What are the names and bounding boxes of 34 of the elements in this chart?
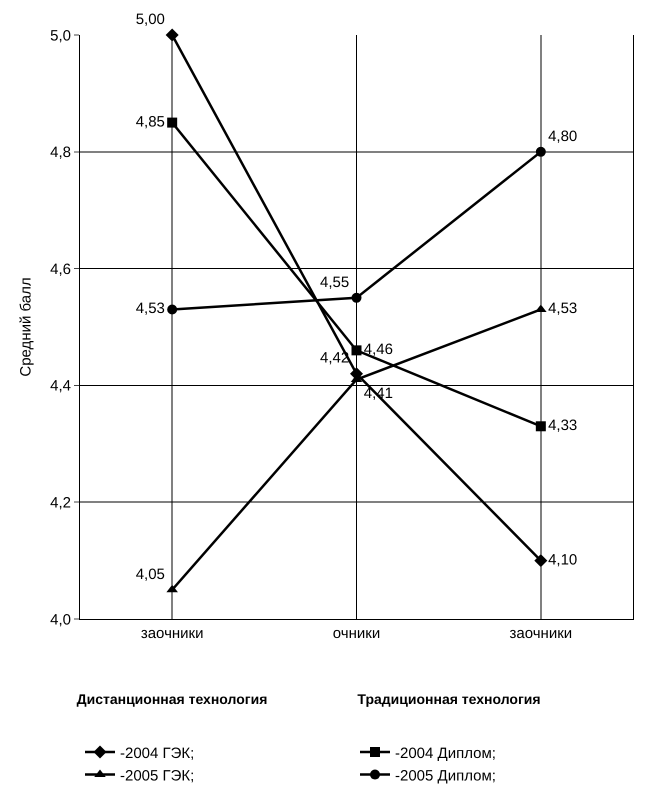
point bbox=[167, 118, 178, 128]
point bbox=[167, 304, 178, 314]
y-tick-label: 4,4 bbox=[50, 378, 71, 395]
y-tick-label: 4,0 bbox=[50, 611, 71, 628]
point bbox=[166, 28, 179, 42]
point bbox=[352, 345, 362, 356]
point bbox=[536, 421, 546, 432]
text: Традиционная технология bbox=[357, 691, 541, 707]
text: Дистанционная технология bbox=[76, 691, 268, 707]
data-label: 4,10 bbox=[548, 551, 578, 568]
y-tick-label: 4,6 bbox=[50, 260, 71, 278]
point bbox=[536, 146, 546, 157]
data-label: 4,33 bbox=[548, 417, 578, 434]
data-label: 4,80 bbox=[548, 128, 578, 145]
data-label: 4,05 bbox=[136, 566, 165, 583]
legend-label: -2004 Диплом; bbox=[395, 744, 496, 762]
legend-label: -2005 Диплом; bbox=[395, 767, 496, 784]
data-label: 4,85 bbox=[136, 113, 165, 130]
legend-label: -2005 ГЭК; bbox=[120, 767, 194, 784]
y-axis-title: Средний балл bbox=[17, 277, 34, 377]
data-label: 5,00 bbox=[136, 11, 165, 28]
data-label: 4,46 bbox=[364, 341, 393, 358]
y-tick-label: 4,8 bbox=[50, 144, 71, 162]
point bbox=[352, 292, 362, 303]
y-tick-label: 5,0 bbox=[50, 27, 71, 44]
data-label: 4,55 bbox=[320, 274, 350, 291]
y-tick-label: 4,2 bbox=[50, 494, 71, 512]
x-tick-label: заочники bbox=[140, 625, 204, 642]
x-tick-label: очники bbox=[332, 625, 380, 642]
point bbox=[534, 554, 548, 568]
data-label: 4,53 bbox=[136, 300, 165, 318]
x-tick-label: заочники bbox=[510, 625, 572, 642]
data-label: 4,53 bbox=[548, 300, 578, 318]
legend-label: -2004 ГЭК; bbox=[120, 744, 194, 762]
